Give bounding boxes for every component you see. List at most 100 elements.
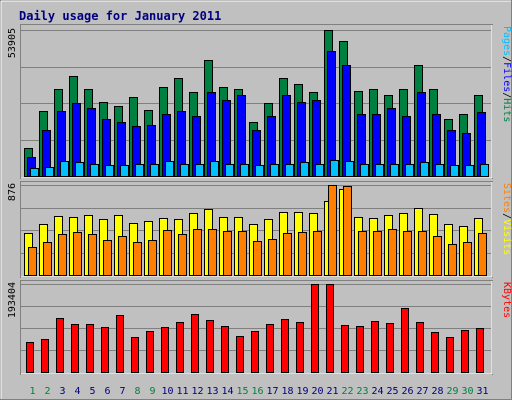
bar-kbytes-day-6 — [101, 327, 109, 373]
bar-pages-day-14 — [225, 164, 234, 177]
bar-sites-day-17 — [268, 239, 277, 276]
bar-pages-day-4 — [75, 162, 84, 177]
bar-pages-day-25 — [390, 164, 399, 177]
legend-kbytes: KBytes — [501, 282, 512, 318]
bar-pages-day-22 — [345, 161, 354, 177]
bar-sites-day-7 — [118, 236, 127, 276]
bar-pages-day-10 — [165, 161, 174, 177]
x-label-day-20: 20 — [311, 386, 323, 397]
bar-kbytes-day-1 — [26, 342, 34, 373]
bar-kbytes-day-26 — [401, 308, 409, 373]
bar-kbytes-day-24 — [371, 321, 379, 373]
bar-pages-day-15 — [240, 164, 249, 177]
bar-kbytes-day-3 — [56, 318, 64, 373]
bar-sites-day-6 — [103, 240, 112, 276]
legend: KBytes — [501, 282, 512, 318]
bar-kbytes-day-27 — [416, 322, 424, 373]
legend-visits: Visits — [501, 219, 512, 255]
x-axis-day-labels: 1 2 3 4 5 6 7 8 9 10 11 12 13 14 15 16 17 18 19 20 21 22 23 24 2… — [29, 386, 488, 397]
bar-sites-day-20 — [313, 231, 322, 276]
bar-sites-day-12 — [193, 229, 202, 276]
x-label-day-1: 1 — [29, 386, 35, 397]
bar-pages-day-29 — [450, 165, 459, 177]
x-label-day-27: 27 — [416, 386, 428, 397]
x-label-day-3: 3 — [59, 386, 65, 397]
bar-kbytes-day-4 — [71, 324, 79, 373]
bar-sites-day-29 — [448, 244, 457, 276]
x-label-day-15: 15 — [236, 386, 248, 397]
bar-pages-day-28 — [435, 164, 444, 177]
x-label-day-6: 6 — [104, 386, 110, 397]
bar-pages-day-3 — [60, 161, 69, 177]
x-label-day-22: 22 — [341, 386, 353, 397]
bar-pages-day-11 — [180, 164, 189, 177]
bar-sites-day-26 — [403, 231, 412, 276]
bar-sites-day-30 — [463, 242, 472, 276]
bar-pages-day-7 — [120, 165, 129, 177]
bar-sites-day-2 — [43, 242, 52, 276]
bar-sites-day-24 — [373, 231, 382, 276]
bar-pages-day-30 — [465, 165, 474, 177]
bar-pages-day-16 — [255, 165, 264, 177]
bar-sites-day-3 — [58, 234, 67, 276]
x-label-day-10: 10 — [161, 386, 173, 397]
x-label-day-26: 26 — [401, 386, 413, 397]
bar-kbytes-day-7 — [116, 315, 124, 373]
bar-pages-day-2 — [45, 167, 54, 177]
bar-kbytes-day-30 — [461, 330, 469, 373]
bar-kbytes-day-31 — [476, 328, 484, 373]
bar-kbytes-day-23 — [356, 326, 364, 373]
bar-sites-day-16 — [253, 241, 262, 276]
x-label-day-24: 24 — [371, 386, 383, 397]
bar-sites-day-31 — [478, 233, 487, 276]
x-label-day-2: 2 — [44, 386, 50, 397]
bar-pages-day-23 — [360, 164, 369, 177]
x-label-day-31: 31 — [476, 386, 488, 397]
x-label-day-19: 19 — [296, 386, 308, 397]
bar-sites-day-4 — [73, 232, 82, 276]
legend-sites: Sites — [501, 183, 512, 213]
legend-files: Files — [501, 62, 512, 92]
bar-pages-day-5 — [90, 164, 99, 177]
bar-pages-day-8 — [135, 164, 144, 177]
x-label-day-11: 11 — [176, 386, 188, 397]
bar-kbytes-day-17 — [266, 324, 274, 373]
bar-pages-day-17 — [270, 164, 279, 177]
bar-sites-day-11 — [178, 234, 187, 276]
bar-kbytes-day-22 — [341, 325, 349, 373]
bar-pages-day-9 — [150, 164, 159, 177]
bar-sites-day-14 — [223, 231, 232, 276]
bar-kbytes-day-15 — [236, 336, 244, 373]
bar-kbytes-day-8 — [131, 337, 139, 373]
x-label-day-18: 18 — [281, 386, 293, 397]
bar-pages-day-27 — [420, 162, 429, 177]
x-label-day-23: 23 — [356, 386, 368, 397]
bar-sites-day-10 — [163, 230, 172, 276]
bar-sites-day-21 — [328, 185, 337, 276]
bar-pages-day-26 — [405, 164, 414, 177]
bar-kbytes-day-19 — [296, 322, 304, 373]
bar-files-day-21 — [327, 51, 336, 177]
bar-files-day-22 — [342, 65, 351, 177]
bar-kbytes-day-11 — [176, 322, 184, 373]
x-label-day-28: 28 — [431, 386, 443, 397]
bar-kbytes-day-2 — [41, 339, 49, 373]
x-label-day-5: 5 — [89, 386, 95, 397]
bar-sites-day-5 — [88, 234, 97, 276]
x-label-day-17: 17 — [266, 386, 278, 397]
x-label-day-29: 29 — [446, 386, 458, 397]
bar-kbytes-day-13 — [206, 320, 214, 373]
chart-title: Daily usage for January 2011 — [19, 9, 221, 23]
bar-pages-day-1 — [30, 168, 39, 177]
panel-hits-files-pages: 53905 Pages/Files/Hits — [7, 24, 512, 179]
x-label-day-25: 25 — [386, 386, 398, 397]
bar-pages-day-6 — [105, 165, 114, 177]
bar-kbytes-day-29 — [446, 337, 454, 373]
legend-separator: / — [501, 213, 512, 219]
bar-pages-day-20 — [315, 164, 324, 177]
x-label-day-8: 8 — [134, 386, 140, 397]
bar-pages-day-31 — [480, 164, 489, 177]
bar-kbytes-day-20 — [311, 284, 319, 373]
